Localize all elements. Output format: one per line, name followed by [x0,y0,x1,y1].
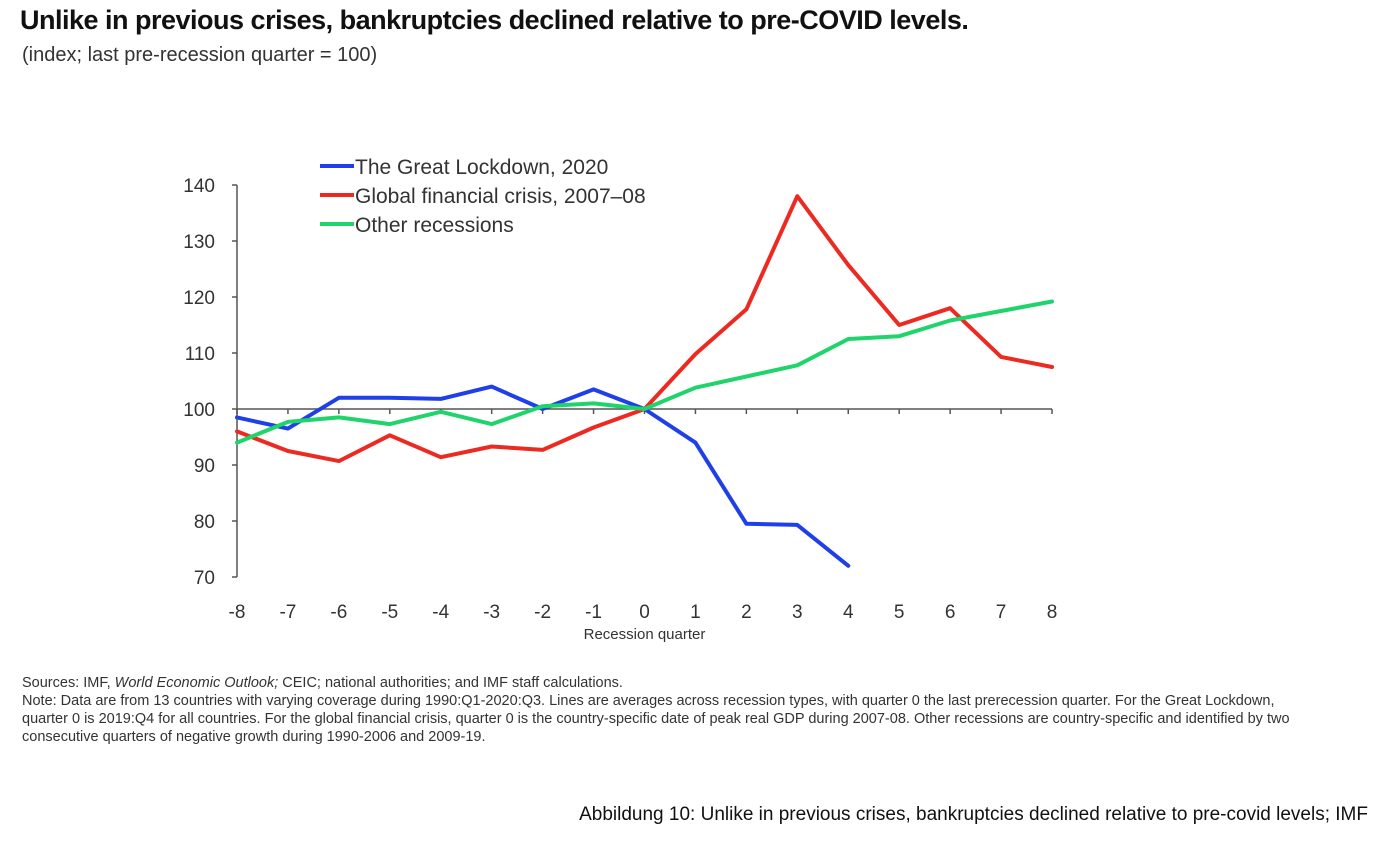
chart-title: Unlike in previous crises, bankruptcies … [20,5,969,35]
series-line-0 [235,384,851,568]
x-tick-label: -3 [483,602,500,623]
x-tick-label: 5 [894,602,905,623]
sources-line: Sources: IMF, World Economic Outlook; CE… [22,674,1312,692]
legend-label: The Great Lockdown, 2020 [355,156,608,179]
chart-subtitle: (index; last pre-recession quarter = 100… [22,44,378,66]
y-tick-label: 80 [194,512,215,533]
note-text: Note: Data are from 13 countries with va… [22,693,1290,745]
legend-label: Global financial crisis, 2007–08 [355,185,646,208]
y-tick-label: 100 [183,400,215,421]
x-tick-label: 1 [690,602,701,623]
x-tick-label: -7 [279,602,296,623]
x-tick-label: 7 [996,602,1007,623]
y-tick-label: 140 [183,176,215,197]
x-tick-label: -5 [381,602,398,623]
y-tick-label: 90 [194,456,215,477]
x-tick-label: 3 [792,602,803,623]
chart-axes: 70 80 90 100 110 120 130 140 -8 -7 -6 -5 -4 -3 -2 -1 0 1 2… [183,176,1057,623]
figure-caption: Abbildung 10: Unlike in previous crises,… [579,804,1368,825]
x-tick-label: -6 [330,602,347,623]
x-tick-label: -4 [432,602,449,623]
series-line-2 [235,299,1054,445]
y-tick-label: 130 [183,232,215,253]
y-tick-label: 70 [194,568,215,589]
x-tick-label: 0 [639,602,650,623]
x-tick-label: 2 [741,602,752,623]
sources-suffix: CEIC; national authorities; and IMF staf… [278,675,623,691]
legend-label: Other recessions [355,214,514,237]
sources-publication: World Economic Outlook; [114,675,279,691]
x-tick-label: -1 [585,602,602,623]
sources-prefix: Sources: IMF, [22,675,115,691]
x-axis-title: Recession quarter [584,626,706,643]
x-tick-label: 4 [843,602,854,623]
y-tick-label: 120 [183,288,215,309]
x-tick-label: 6 [945,602,956,623]
chart-legend: The Great Lockdown, 2020 Global financial… [320,156,646,237]
x-tick-label: 8 [1047,602,1058,623]
x-tick-label: -2 [534,602,551,623]
x-tick-label: -8 [229,602,246,623]
line-chart: 70 80 90 100 110 120 130 140 -8 -7 -6 -5 -4 -3 -2 -1 0 1 2… [183,156,1057,643]
chart-notes: Sources: IMF, World Economic Outlook; CE… [22,674,1312,746]
y-tick-label: 110 [185,344,215,365]
chart-series [235,194,1054,568]
